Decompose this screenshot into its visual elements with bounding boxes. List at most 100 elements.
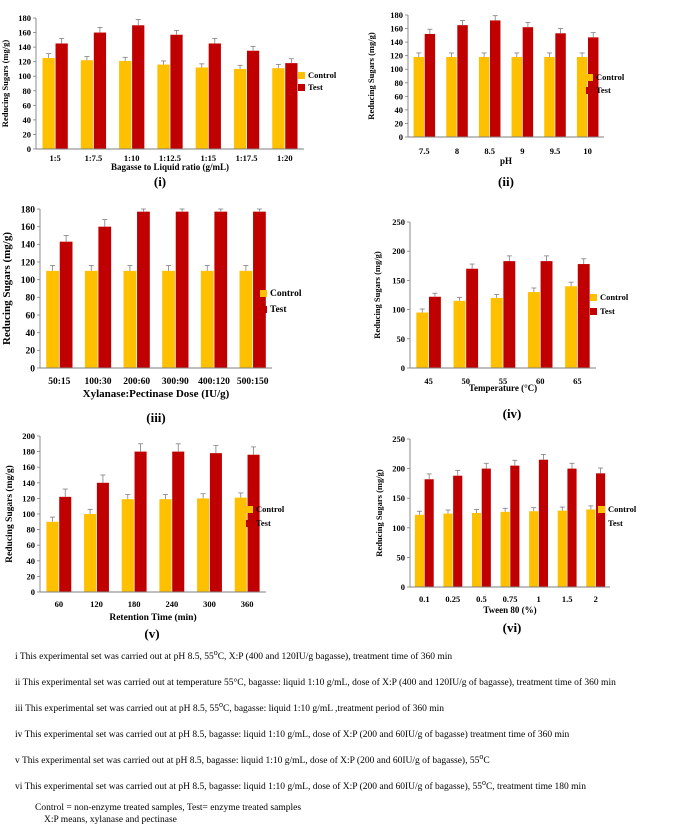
y-tick-label: 0: [401, 582, 405, 592]
footnote-iv: iv This experimental set was carried out…: [15, 730, 570, 741]
legend-swatch-control: [260, 290, 267, 297]
y-tick-label: 160: [21, 223, 36, 233]
legend-label-control: Control: [270, 289, 302, 299]
bar-test: [93, 32, 107, 149]
bar-control: [84, 270, 98, 368]
bar-test: [55, 43, 68, 149]
y-axis-label: Reducing Sugars (mg/g): [372, 251, 382, 339]
x-tick-label: 300:90: [162, 377, 189, 387]
bar-control: [46, 521, 59, 592]
y-tick-label: 60: [23, 100, 32, 110]
bar-test: [567, 468, 577, 587]
panel-label-i: (i): [153, 174, 167, 189]
y-axis-label: Reducing Sugars (mg/g): [4, 465, 15, 563]
chart-iii: 0 20 40 60 80 100 120 140 160 180 50:15 100:30 200:6…: [1, 205, 302, 400]
y-tick-label: 140: [21, 241, 36, 251]
y-tick-label: 50: [397, 552, 406, 562]
bar-test: [246, 50, 260, 149]
y-tick-label: 100: [392, 523, 405, 533]
legend-swatch-test: [246, 520, 253, 527]
bar-test: [503, 261, 516, 368]
bar-control: [159, 499, 172, 592]
x-tick-label: 0.25: [445, 594, 460, 604]
bar-test: [137, 211, 150, 368]
bar-control: [121, 499, 134, 592]
x-tick-label: 500:150: [237, 377, 269, 387]
bar-test: [132, 25, 145, 149]
bar-test: [172, 451, 185, 592]
x-axis-label: pH: [500, 156, 512, 166]
legend-label-test: Test: [308, 82, 323, 92]
bar-control: [511, 57, 523, 138]
y-tick-label: 80: [395, 78, 404, 88]
bar-control: [453, 300, 466, 368]
y-tick-label: 80: [26, 294, 36, 304]
x-tick-label: 1:5: [49, 153, 60, 163]
bar-control: [414, 514, 424, 587]
y-tick-label: 150: [392, 275, 405, 285]
y-tick-label: 0: [31, 587, 35, 597]
x-tick-label: 9.5: [550, 146, 561, 156]
bar-control: [413, 57, 425, 138]
legend-label-control: Control: [308, 70, 337, 80]
bar-control: [123, 270, 137, 368]
y-tick-label: 200: [22, 431, 35, 441]
y-tick-label: 180: [18, 13, 31, 23]
legend-swatch-test: [590, 308, 597, 315]
legend-swatch-control: [586, 74, 593, 81]
y-tick-label: 180: [390, 10, 403, 20]
chart-ii: 0 20 40 60 80 100 120 140 160 180 7.5 8 8.5 9 9.5 10 pH R…: [366, 10, 625, 166]
bar-test: [175, 211, 189, 368]
bar-test: [538, 459, 548, 587]
bar-test: [98, 226, 112, 368]
x-tick-label: 7.5: [419, 146, 430, 156]
bar-test: [596, 473, 606, 587]
chart-vi: 0 50 100 150 200 250 0.1 0.25 0.5 0.75 1 1.5 2 Tween …: [374, 434, 637, 615]
bar-control: [195, 67, 208, 149]
bar-control: [162, 270, 175, 368]
y-tick-label: 20: [23, 129, 32, 139]
bar-control: [557, 510, 567, 587]
y-tick-label: 180: [21, 205, 36, 215]
bar-control: [84, 514, 97, 592]
y-tick-label: 40: [23, 115, 32, 125]
y-tick-label: 150: [392, 493, 405, 503]
bar-control: [500, 511, 510, 587]
y-tick-label: 100: [390, 64, 403, 74]
bar-test: [424, 33, 436, 137]
bar-control: [443, 513, 453, 587]
x-tick-label: 240: [165, 599, 178, 609]
bar-test: [208, 43, 221, 149]
x-tick-label: 0.1: [419, 594, 430, 604]
chart-panel-vi: 0 50 100 150 200 250 0.1 0.25 0.5 0.75 1 1.5 2 Tween …: [360, 424, 680, 642]
legend-label-control: Control: [608, 504, 637, 514]
y-tick-label: 20: [26, 347, 36, 357]
x-tick-label: 2: [594, 594, 598, 604]
x-tick-label: 300: [203, 599, 216, 609]
bar-test: [453, 475, 463, 587]
bar-test: [466, 268, 479, 368]
bar-control: [42, 58, 55, 149]
footnote-i: i This experimental set was carried out …: [15, 648, 453, 663]
bar-control: [490, 297, 503, 368]
bar-test: [170, 34, 183, 149]
y-tick-label: 140: [390, 37, 403, 47]
x-tick-label: 1:20: [277, 153, 293, 163]
bar-test: [577, 264, 590, 368]
x-tick-label: 10: [583, 146, 592, 156]
bar-test: [424, 479, 434, 587]
legend-note-line-1: Control = non-enzyme treated samples, Te…: [35, 803, 302, 813]
y-tick-label: 20: [27, 571, 36, 581]
y-tick-label: 120: [18, 57, 31, 67]
bar-control: [416, 312, 429, 368]
y-tick-label: 120: [390, 51, 403, 61]
legend-swatch-control: [298, 72, 305, 79]
legend-label-test: Test: [596, 85, 611, 95]
bar-control: [527, 292, 540, 368]
chart-panel-iv: 0 50 100 150 200 250 45 50 55 60 65 Temperature (°C…: [360, 212, 680, 421]
chart-panel-iii: 0 20 40 60 80 100 120 140 160 180 50:15 100:30 200:6…: [0, 198, 360, 425]
bar-control: [446, 57, 457, 138]
y-axis-label: Reducing Sugars (mg/g): [366, 32, 376, 120]
y-tick-label: 200: [392, 464, 405, 474]
bar-test: [209, 453, 222, 592]
